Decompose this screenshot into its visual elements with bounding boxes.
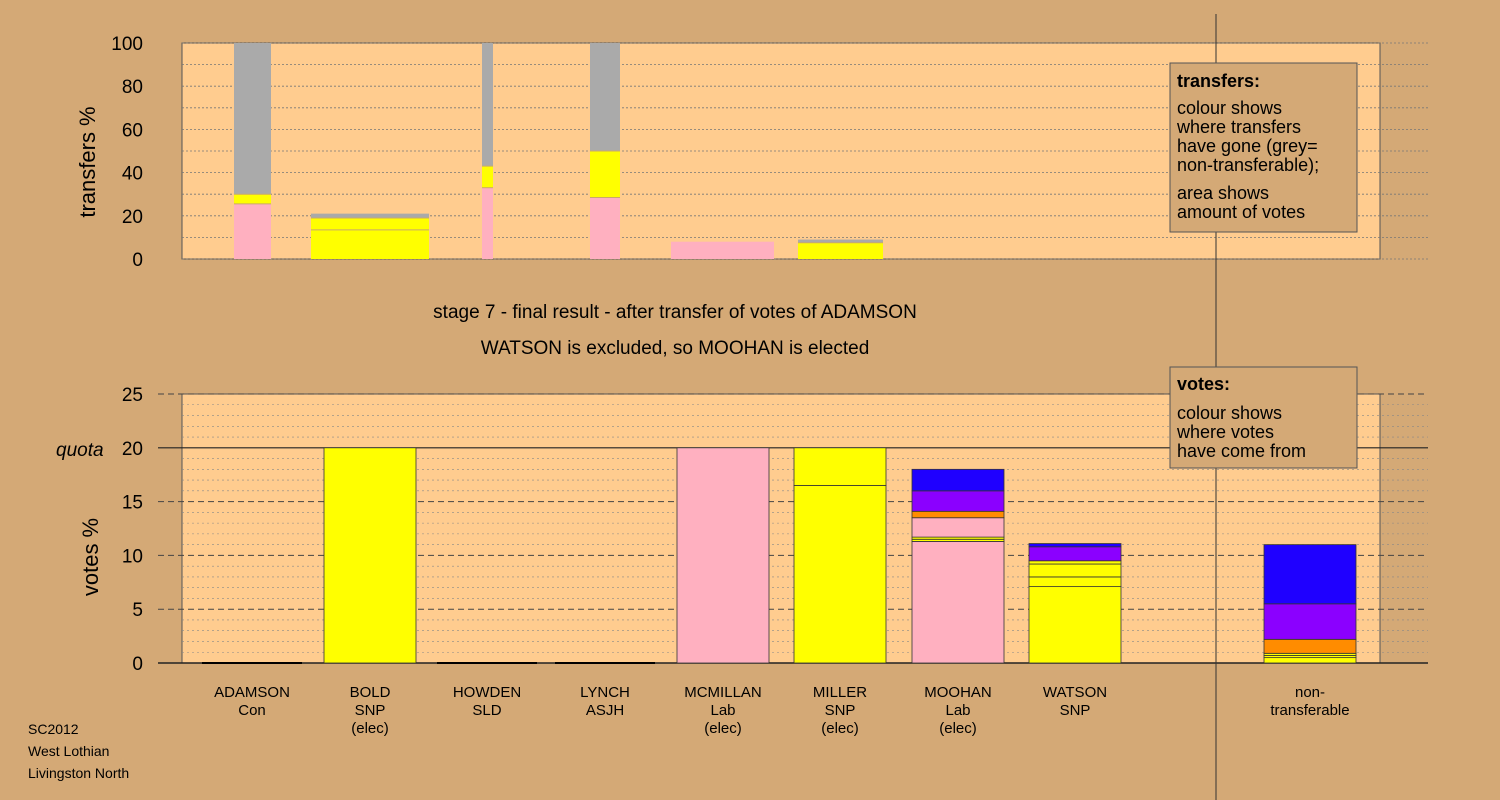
category-label: (elec) (351, 720, 389, 737)
transfers-bars (234, 43, 883, 259)
category-label: (elec) (704, 720, 742, 737)
votes-axis-label: votes % (78, 518, 103, 596)
vote-bar-segment (323, 447, 417, 664)
category-label: SNP (1060, 702, 1091, 719)
transfers-legend-line: have gone (grey= (1177, 136, 1318, 156)
vote-bar-segment (793, 447, 887, 486)
transfer-bar-segment (798, 239, 883, 243)
vote-bar-segment (1028, 576, 1122, 588)
votes-bars (202, 447, 1357, 664)
votes-legend-line: colour shows (1177, 403, 1282, 423)
vote-bar-segment (1028, 546, 1122, 562)
vote-bar-segment (1028, 586, 1122, 664)
vote-bar-segment (911, 541, 1005, 664)
votes-legend-box (1169, 366, 1358, 469)
category-label: HOWDEN (453, 684, 521, 701)
votes-legend-line: where votes (1176, 422, 1274, 442)
transfer-bar-segment (234, 43, 271, 195)
footer-ward: Livingston North (28, 765, 129, 781)
transfer-bar-segment (482, 166, 493, 188)
votes-legend: votes: colour shows where votes have com… (1169, 366, 1358, 469)
category-label: (elec) (939, 720, 977, 737)
category-label: ADAMSON (214, 684, 290, 701)
transfers-legend-line: colour shows (1177, 98, 1282, 118)
votes-legend-title: votes: (1177, 374, 1230, 394)
category-label: SNP (355, 702, 386, 719)
category-label: BOLD (350, 684, 391, 701)
votes-tick-label: 0 (132, 654, 143, 675)
transfer-bar-segment (311, 229, 429, 259)
transfer-bar-segment (482, 43, 493, 167)
category-label: Lab (710, 702, 735, 719)
vote-bar-segment (911, 490, 1005, 512)
votes-tick-label: 15 (122, 493, 143, 514)
category-label: WATSON (1043, 684, 1107, 701)
vote-bar-segment (1263, 638, 1357, 654)
transfers-legend-line: amount of votes (1177, 202, 1305, 222)
category-label: MCMILLAN (684, 684, 762, 701)
transfers-tick-label: 20 (122, 207, 143, 228)
category-label: LYNCH (580, 684, 630, 701)
transfer-bar-segment (671, 241, 774, 259)
transfer-bar-segment (311, 213, 429, 218)
transfers-tick-label: 60 (122, 120, 143, 141)
vote-bar-segment (1028, 563, 1122, 578)
vote-bar-segment (1263, 657, 1357, 664)
transfer-bar-segment (590, 151, 620, 198)
stage-title: stage 7 - final result - after transfer … (433, 302, 917, 323)
transfer-bar-segment (311, 217, 429, 230)
vote-bar-segment (676, 447, 770, 664)
transfer-bar-segment (234, 194, 271, 204)
transfers-tick-label: 40 (122, 164, 143, 185)
category-label: ASJH (586, 702, 624, 719)
transfer-bar-segment (590, 43, 620, 151)
category-labels: ADAMSONConBOLDSNP(elec)HOWDENSLDLYNCHASJ… (214, 684, 1350, 737)
category-label: Con (238, 702, 266, 719)
category-label: non- (1295, 684, 1325, 701)
footer-election: SC2012 (28, 721, 79, 737)
vote-bar-segment (1028, 560, 1122, 565)
transfers-legend-line: area shows (1177, 183, 1269, 203)
vote-bar-segment (1263, 544, 1357, 605)
category-label: transferable (1270, 702, 1349, 719)
votes-tick-label: 5 (132, 600, 143, 621)
transfer-bar-segment (482, 187, 493, 259)
category-label: SLD (472, 702, 501, 719)
transfers-legend-line: where transfers (1176, 117, 1301, 137)
votes-tick-label: 20 (122, 439, 143, 460)
category-label: MOOHAN (924, 684, 992, 701)
vote-bar-segment (1263, 603, 1357, 640)
vote-bar-segment (911, 468, 1005, 492)
footer-council: West Lothian (28, 743, 109, 759)
transfer-bar-segment (798, 242, 883, 259)
transfers-tick-label: 80 (122, 77, 143, 98)
category-label: (elec) (821, 720, 859, 737)
transfers-axis-label: transfers % (75, 106, 100, 217)
transfer-bar-segment (590, 197, 620, 259)
category-label: Lab (945, 702, 970, 719)
votes-legend-line: have come from (1177, 441, 1306, 461)
vote-bar-segment (1028, 543, 1122, 548)
vote-bar-segment (793, 485, 887, 664)
transfers-tick-label: 0 (132, 250, 143, 271)
category-label: MILLER (813, 684, 867, 701)
transfers-legend: transfers: colour shows where transfers … (1169, 62, 1358, 233)
transfers-legend-title: transfers: (1177, 71, 1260, 91)
votes-tick-label: 10 (122, 546, 143, 567)
vote-bar-segment (911, 510, 1005, 519)
stage-result: WATSON is excluded, so MOOHAN is elected (481, 338, 870, 359)
category-label: SNP (825, 702, 856, 719)
transfers-legend-box (1169, 62, 1358, 233)
transfer-bar-segment (234, 203, 271, 259)
votes-tick-label: 25 (122, 385, 143, 406)
quota-label: quota (56, 440, 104, 461)
transfers-tick-label: 100 (111, 34, 143, 55)
vote-bar-segment (911, 517, 1005, 538)
transfers-legend-line: non-transferable); (1177, 155, 1319, 175)
